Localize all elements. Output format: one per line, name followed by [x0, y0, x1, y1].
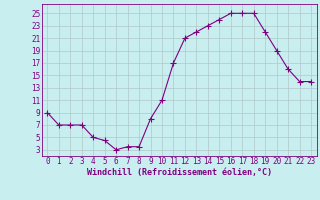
X-axis label: Windchill (Refroidissement éolien,°C): Windchill (Refroidissement éolien,°C) — [87, 168, 272, 177]
